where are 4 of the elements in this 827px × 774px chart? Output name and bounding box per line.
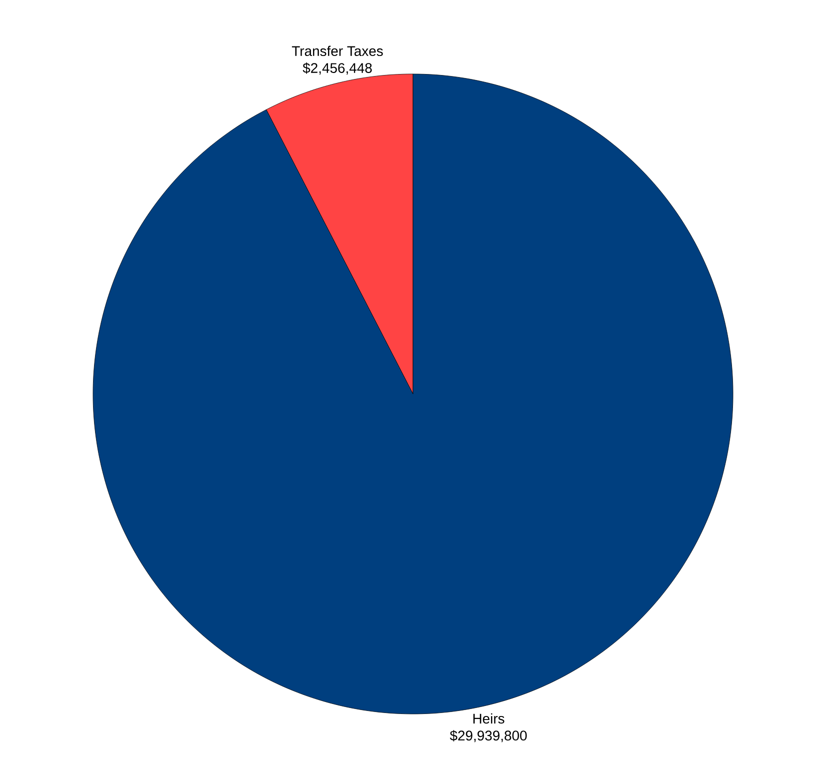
slice-label: Heirs — [473, 713, 504, 724]
slice-label: Transfer Taxes — [292, 46, 383, 56]
data-label: $2,456,448 — [302, 62, 372, 75]
data-label: $29,939,800 — [450, 730, 527, 742]
